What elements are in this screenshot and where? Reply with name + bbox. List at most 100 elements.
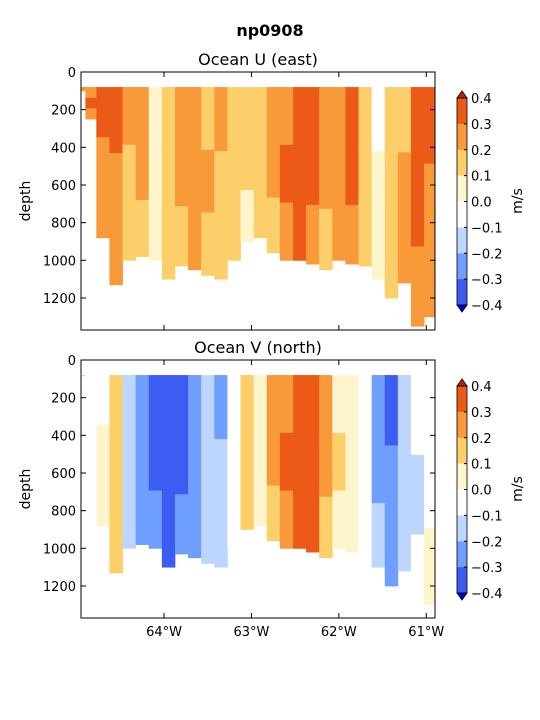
heatmap-cell xyxy=(358,375,373,436)
heatmap-cell xyxy=(384,87,399,158)
colorbar-tick-label: 0.4 xyxy=(471,380,492,395)
colorbar-band xyxy=(457,98,467,125)
y-tick-label: 200 xyxy=(51,104,76,119)
y-tick-label: 600 xyxy=(51,179,76,194)
heatmap-cell xyxy=(332,432,346,491)
y-tick-label: 400 xyxy=(51,429,76,444)
colorbar-tick-label: −0.2 xyxy=(471,247,503,262)
heatmap-cell xyxy=(384,227,399,299)
heatmap-cell xyxy=(188,375,202,437)
colorbar-band xyxy=(457,175,467,202)
heatmap-cell xyxy=(122,144,137,203)
heatmap-cell xyxy=(161,439,176,504)
heatmap-cell xyxy=(96,475,110,527)
y-tick-label: 0 xyxy=(68,354,76,369)
heatmap-cell xyxy=(266,142,281,198)
heatmap-cell xyxy=(109,218,123,286)
panel-title: Ocean U (east) xyxy=(198,50,318,69)
colorbar-tick-label: −0.3 xyxy=(471,561,503,576)
colorbar-band xyxy=(457,227,467,254)
colorbar-tick-label: 0.1 xyxy=(471,458,492,473)
heatmap-cell xyxy=(135,488,150,545)
heatmap-cell xyxy=(227,87,241,146)
heatmap-cell xyxy=(201,500,215,564)
heatmap-cell xyxy=(319,208,333,271)
heatmap-cell xyxy=(201,149,215,214)
heatmap-cell xyxy=(371,375,386,440)
colorbar-extend-min xyxy=(456,592,468,601)
panel-title: Ocean V (north) xyxy=(194,338,322,357)
heatmap-cell xyxy=(358,206,373,267)
heatmap-cell xyxy=(81,89,86,92)
heatmap-cell xyxy=(174,375,189,436)
heatmap-cell xyxy=(410,166,425,247)
heatmap-cells xyxy=(81,87,436,327)
heatmap-cell xyxy=(174,87,189,148)
heatmap-cell xyxy=(279,144,294,203)
heatmap-cell xyxy=(201,212,215,276)
heatmap-cell xyxy=(279,490,294,549)
heatmap-cell xyxy=(253,137,268,188)
axes: 0 200 400 600 800 1000 1200 xyxy=(43,66,436,331)
heatmap-cell xyxy=(227,202,241,261)
y-tick-label: 800 xyxy=(51,505,76,520)
heatmap-cell xyxy=(371,215,386,280)
heatmap-cell xyxy=(109,375,123,442)
heatmap-cell xyxy=(188,87,202,149)
heatmap-cell xyxy=(332,375,346,434)
plot-frame xyxy=(80,71,436,331)
colorbar-tick-label: 0.0 xyxy=(471,484,492,499)
heatmap-cell xyxy=(135,87,150,144)
panel-ocean-u: Ocean U (east) depth 0 200 400 600 800 1000 12… xyxy=(18,50,526,331)
heatmap-cell xyxy=(424,163,436,241)
heatmap-cells xyxy=(81,375,436,615)
heatmap-cell xyxy=(81,88,86,90)
heatmap-cell xyxy=(214,503,228,568)
heatmap-cell xyxy=(345,146,359,206)
heatmap-cell xyxy=(384,515,399,587)
heatmap-cell xyxy=(161,151,176,216)
x-tick-label: 64°W xyxy=(146,625,182,640)
y-tick-label: 600 xyxy=(51,467,76,482)
heatmap-cell xyxy=(148,202,163,261)
heatmap-cell xyxy=(397,217,412,284)
colorbar-band xyxy=(457,279,467,306)
heatmap-cell xyxy=(240,190,255,242)
heatmap-cell xyxy=(306,146,320,206)
heatmap-cell xyxy=(319,375,333,437)
heatmap-cell xyxy=(266,430,281,486)
heatmap-cell xyxy=(371,439,386,504)
heatmap-cell xyxy=(96,187,110,239)
heatmap-cell xyxy=(161,503,176,568)
colorbar-extend-min xyxy=(456,304,468,313)
heatmap-cell xyxy=(85,108,97,120)
y-tick-label: 0 xyxy=(68,66,76,81)
colorbar-band xyxy=(457,123,467,151)
heatmap-cell xyxy=(410,246,425,327)
heatmap-cell xyxy=(253,475,268,527)
colorbar-tick-label: 0.4 xyxy=(471,92,492,107)
heatmap-cell xyxy=(148,87,163,146)
colorbar-band xyxy=(457,463,467,490)
heatmap-cell xyxy=(253,375,268,426)
y-tick-label: 1000 xyxy=(43,542,76,557)
heatmap-cell xyxy=(306,434,320,494)
heatmap-cell xyxy=(122,375,137,434)
colorbar-band xyxy=(457,411,467,439)
heatmap-cell xyxy=(345,493,359,553)
heatmap-cell xyxy=(410,375,425,456)
colorbar-tick-label: 0.0 xyxy=(471,196,492,211)
heatmap-cell xyxy=(345,87,359,147)
y-axis-label: depth xyxy=(18,469,34,510)
heatmap-cell xyxy=(214,439,228,504)
heatmap-cell xyxy=(292,144,307,203)
heatmap-cell xyxy=(279,375,294,434)
heatmap-cell xyxy=(188,435,202,498)
heatmap-cell xyxy=(85,385,97,397)
heatmap-cell xyxy=(358,146,373,207)
heatmap-cell xyxy=(240,426,255,479)
heatmap-cell xyxy=(292,87,307,146)
heatmap-cell xyxy=(266,87,281,143)
heatmap-cell xyxy=(96,137,110,188)
